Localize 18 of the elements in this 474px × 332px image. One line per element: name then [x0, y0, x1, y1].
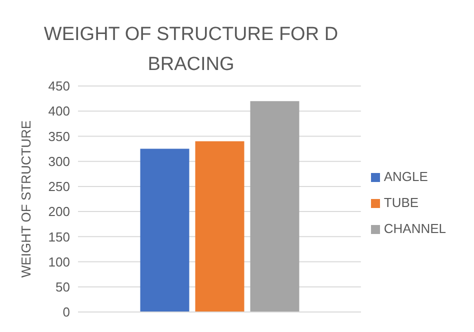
y-tick-label: 300: [48, 154, 70, 169]
legend-label: TUBE: [384, 195, 419, 210]
legend-label: ANGLE: [384, 169, 428, 184]
bar: [250, 101, 300, 312]
y-tick-label: 100: [48, 254, 70, 270]
y-tick-label: 150: [48, 229, 70, 244]
bar: [195, 141, 244, 312]
legend-label: CHANNEL: [384, 221, 446, 236]
bar: [140, 148, 190, 312]
chart-title: WEIGHT OF STRUCTURE FOR D BRACING: [42, 23, 340, 77]
y-tick-label: 250: [48, 179, 70, 194]
y-tick-label: 450: [48, 78, 70, 94]
y-tick-label: 400: [48, 104, 70, 119]
y-tick-label: 50: [56, 280, 70, 295]
y-tick-label: 350: [48, 128, 70, 144]
y-tick-label: 0: [62, 304, 70, 320]
y-tick-label: 200: [48, 204, 70, 220]
y-axis-title: WEIGHT OF STRUCTURE: [18, 120, 34, 278]
